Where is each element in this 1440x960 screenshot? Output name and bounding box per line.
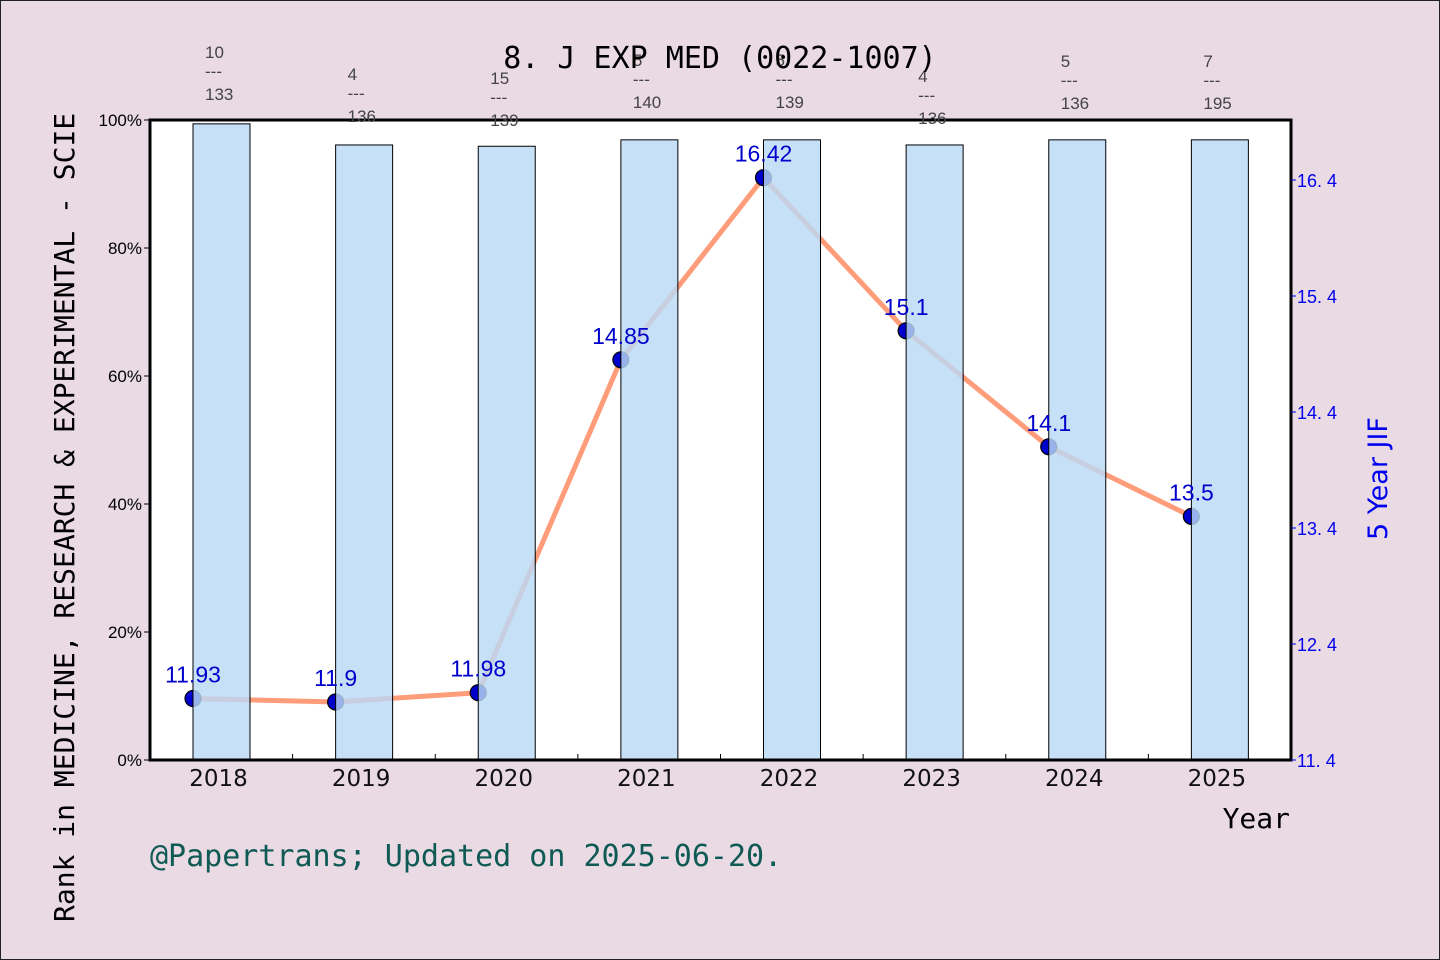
- jif-value-label: 11.98: [450, 656, 506, 682]
- left-axis-title: Rank in MEDICINE, RESEARCH & EXPERIMENTA…: [48, 113, 81, 922]
- rank-divider: ---: [490, 88, 507, 107]
- plot-frame: [148, 118, 1293, 762]
- x-tick-label: 2024: [1045, 766, 1104, 792]
- jif-value-label: 14.85: [592, 323, 650, 349]
- chart-title: 8. J EXP MED (0022-1007): [503, 41, 936, 76]
- right-tick-label: 16. 4: [1297, 171, 1337, 191]
- jif-value-label: 16.42: [735, 141, 793, 167]
- left-tick-label: 40%: [108, 495, 142, 514]
- x-tick-label: 2020: [474, 766, 533, 792]
- rank-numerator: 10: [205, 43, 224, 62]
- rank-numerator: 4: [348, 65, 357, 84]
- x-tick-label: 2025: [1188, 766, 1247, 792]
- rank-bar: [335, 144, 394, 761]
- rank-numerator: 15: [490, 69, 509, 88]
- right-tick-label: 12. 4: [1297, 635, 1337, 655]
- left-tick-label: 80%: [108, 239, 142, 258]
- rank-denominator: 136: [918, 109, 946, 128]
- left-tick-label: 100%: [99, 111, 142, 130]
- rank-divider: ---: [1061, 71, 1078, 90]
- rank-numerator: 5: [1061, 52, 1070, 71]
- rank-denominator: 136: [348, 107, 376, 126]
- rank-denominator: 139: [776, 93, 804, 112]
- rank-divider: ---: [205, 62, 222, 81]
- right-axis-title: 5 Year JIF: [1363, 417, 1394, 540]
- right-tick-label: 15. 4: [1297, 287, 1337, 307]
- x-tick-label: 2021: [617, 766, 676, 792]
- left-axis-ticks: 0% 20% 40% 60% 80% 100%: [99, 111, 150, 770]
- rank-bar: [1190, 139, 1249, 761]
- rank-divider: ---: [348, 84, 365, 103]
- left-tick-label: 60%: [108, 367, 142, 386]
- footer-credit: @Papertrans; Updated on 2025-06-20.: [150, 839, 782, 874]
- rank-denominator: 133: [205, 85, 233, 104]
- x-tick-label: 2019: [332, 766, 391, 792]
- jif-value-label: 13.5: [1169, 479, 1214, 505]
- x-tick-label: 2022: [760, 766, 819, 792]
- right-tick-label: 14. 4: [1297, 403, 1337, 423]
- jif-value-labels: 11.93 11.9 11.98 14.85 16.42 15.1 14.1 13.5: [165, 141, 1214, 691]
- rank-numerator: 4: [918, 67, 927, 86]
- rank-bar: [905, 144, 964, 761]
- plot-area: [150, 120, 1291, 760]
- rank-denominator: 195: [1203, 94, 1231, 113]
- right-tick-label: 13. 4: [1297, 519, 1337, 539]
- right-axis-ticks: 11. 4 12. 4 13. 4 14. 4 15. 4 16. 4: [1291, 171, 1337, 771]
- rank-denominator: 136: [1061, 94, 1089, 113]
- rank-bar: [192, 123, 251, 761]
- rank-numerator: 5: [776, 51, 785, 70]
- rank-numerator: 5: [633, 51, 642, 70]
- jif-value-label: 11.93: [165, 662, 221, 688]
- rank-divider: ---: [918, 86, 935, 105]
- jif-value-label: 14.1: [1026, 410, 1071, 436]
- x-tick-label: 2018: [189, 766, 248, 792]
- rank-divider: ---: [776, 70, 793, 89]
- jif-value-label: 11.9: [314, 665, 357, 691]
- rank-fraction-labels: 10---1334---13615---1395---1405---1394--…: [205, 43, 1232, 130]
- rank-bar: [763, 139, 821, 761]
- rank-divider: ---: [633, 70, 650, 89]
- rank-divider: ---: [1203, 71, 1220, 90]
- x-axis-tick-labels: 2018 2019 2020 2021 2022 2023 2024 2025: [189, 766, 1246, 792]
- x-tick-label: 2023: [902, 766, 961, 792]
- rank-bar: [620, 139, 679, 761]
- x-axis-title: Year: [1223, 802, 1290, 835]
- jif-value-label: 15.1: [884, 294, 929, 320]
- rank-bars: [192, 123, 1249, 761]
- rank-numerator: 7: [1203, 52, 1212, 71]
- rank-denominator: 139: [490, 111, 518, 130]
- rank-bar: [1048, 139, 1107, 761]
- left-tick-label: 0%: [117, 751, 142, 770]
- right-tick-label: 11. 4: [1297, 751, 1336, 771]
- left-tick-label: 20%: [108, 623, 142, 642]
- rank-denominator: 140: [633, 93, 661, 112]
